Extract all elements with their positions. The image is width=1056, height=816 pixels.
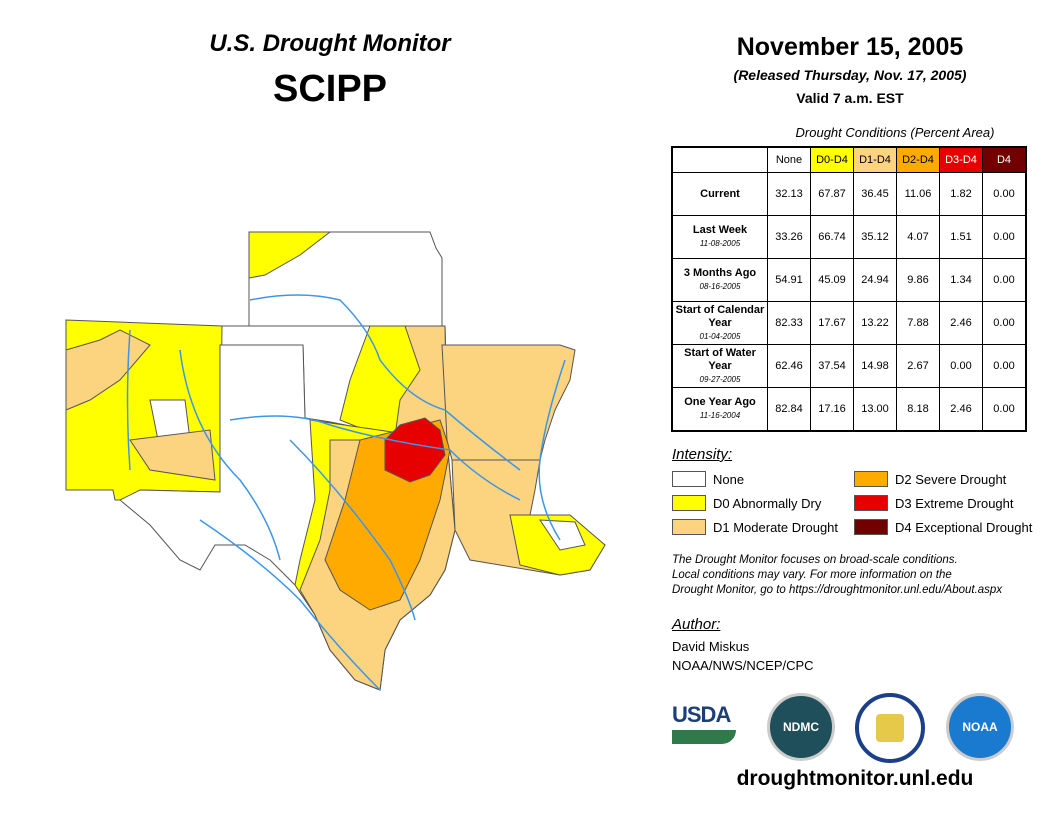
table-cell: 62.46 bbox=[767, 344, 811, 388]
river-arkansas bbox=[249, 294, 521, 471]
louisiana-none bbox=[539, 519, 586, 551]
table-cell: 0.00 bbox=[982, 344, 1027, 388]
ndmc-logo: NDMC bbox=[767, 693, 835, 761]
table-row: Current 32.13 67.87 36.45 11.06 1.82 0.00 bbox=[671, 172, 1027, 216]
row-label: One Year Ago 11-16-2004 bbox=[671, 387, 768, 432]
table-cell: 37.54 bbox=[810, 344, 854, 388]
disclaimer-note: The Drought Monitor focuses on broad-sca… bbox=[672, 554, 1003, 596]
river-brazos bbox=[289, 439, 416, 621]
table-cell: 2.67 bbox=[896, 344, 940, 388]
row-label: 3 Months Ago 08-16-2005 bbox=[671, 258, 768, 302]
nm-d1b bbox=[129, 429, 216, 481]
swatch bbox=[672, 495, 706, 511]
valid-time: Valid 7 a.m. EST bbox=[796, 90, 904, 106]
table-cell: 66.74 bbox=[810, 215, 854, 259]
row-label: Start of Calendar Year 01-04-2005 bbox=[671, 301, 768, 345]
col-header: D2-D4 bbox=[896, 146, 940, 173]
row-label: Current bbox=[671, 172, 768, 216]
table-cell: 11.06 bbox=[896, 172, 940, 216]
state-arkansas bbox=[441, 344, 576, 461]
swatch bbox=[854, 519, 888, 535]
table-row: Last Week 11-08-2005 33.26 66.74 35.12 4.07 1.… bbox=[671, 215, 1027, 259]
table-cell: 24.94 bbox=[853, 258, 897, 302]
table-cell: 17.16 bbox=[810, 387, 854, 432]
table-cell: 0.00 bbox=[982, 258, 1027, 302]
table-cell: 1.51 bbox=[939, 215, 983, 259]
col-header: D1-D4 bbox=[853, 146, 897, 173]
table-cell: 0.00 bbox=[982, 387, 1027, 432]
table-cell: 82.33 bbox=[767, 301, 811, 345]
author-org: NOAA/NWS/NCEP/CPC bbox=[672, 658, 814, 673]
table-cell: 33.26 bbox=[767, 215, 811, 259]
col-header: None bbox=[767, 146, 811, 173]
table-cell: 13.22 bbox=[853, 301, 897, 345]
noaa-logo: NOAA bbox=[946, 693, 1014, 761]
legend-item: D2 Severe Drought bbox=[854, 467, 1032, 491]
river-rio-grande bbox=[126, 329, 381, 691]
table-cell: 8.18 bbox=[896, 387, 940, 432]
legend-item: D1 Moderate Drought bbox=[672, 515, 854, 539]
table-cell: 13.00 bbox=[853, 387, 897, 432]
map-date: November 15, 2005 bbox=[736, 33, 964, 61]
table-cell: 32.13 bbox=[767, 172, 811, 216]
table-cell: 0.00 bbox=[982, 301, 1027, 345]
table-cell: 67.87 bbox=[810, 172, 854, 216]
table-cell: 82.84 bbox=[767, 387, 811, 432]
website-url[interactable]: droughtmonitor.unl.edu bbox=[736, 767, 974, 790]
legend-item: D3 Extreme Drought bbox=[854, 491, 1032, 515]
drought-conditions-table: None D0-D4 D1-D4 D2-D4 D3-D4 D4 Current 3… bbox=[671, 146, 1027, 432]
table-cell: 7.88 bbox=[896, 301, 940, 345]
drought-map bbox=[65, 231, 606, 691]
legend-item: D0 Abnormally Dry bbox=[672, 491, 854, 515]
release-date: (Released Thursday, Nov. 17, 2005) bbox=[733, 67, 967, 83]
table-cell: 4.07 bbox=[896, 215, 940, 259]
table-cell: 0.00 bbox=[982, 215, 1027, 259]
table-cell: 2.46 bbox=[939, 387, 983, 432]
river-mississippi bbox=[538, 359, 566, 541]
table-cell: 0.00 bbox=[939, 344, 983, 388]
region-title: SCIPP bbox=[272, 68, 388, 110]
map-title: U.S. Drought Monitor bbox=[209, 30, 451, 57]
table-row: One Year Ago 11-16-2004 82.84 17.16 13.00 8.1… bbox=[671, 387, 1027, 432]
kansas-d0 bbox=[248, 231, 332, 279]
table-row: 3 Months Ago 08-16-2005 54.91 45.09 24.94 9.8… bbox=[671, 258, 1027, 302]
row-label: Start of Water Year 09-27-2005 bbox=[671, 344, 768, 388]
legend-title: Intensity: bbox=[672, 446, 733, 463]
table-cell: 14.98 bbox=[853, 344, 897, 388]
legend-item: D4 Exceptional Drought bbox=[854, 515, 1032, 539]
swatch bbox=[854, 471, 888, 487]
table-cell: 2.46 bbox=[939, 301, 983, 345]
swatch bbox=[854, 495, 888, 511]
texas-d3 bbox=[384, 417, 446, 483]
table-cell: 9.86 bbox=[896, 258, 940, 302]
table-row: Start of Calendar Year 01-04-2005 82.33 17.… bbox=[671, 301, 1027, 345]
river-pecos bbox=[179, 349, 281, 561]
table-cell: 35.12 bbox=[853, 215, 897, 259]
table-cell: 1.82 bbox=[939, 172, 983, 216]
legend-item: None bbox=[672, 467, 854, 491]
swatch bbox=[672, 519, 706, 535]
table-cell: 45.09 bbox=[810, 258, 854, 302]
row-label: Last Week 11-08-2005 bbox=[671, 215, 768, 259]
author-block: Author: David Miskus NOAA/NWS/NCEP/CPC bbox=[672, 616, 814, 673]
table-cell: 0.00 bbox=[982, 172, 1027, 216]
author-name: David Miskus bbox=[672, 639, 750, 654]
swatch bbox=[672, 471, 706, 487]
col-header: D3-D4 bbox=[939, 146, 983, 173]
table-cell: 36.45 bbox=[853, 172, 897, 216]
rivers bbox=[126, 294, 566, 691]
table-caption: Drought Conditions (Percent Area) bbox=[795, 125, 995, 140]
river-red bbox=[229, 415, 521, 501]
table-cell: 1.34 bbox=[939, 258, 983, 302]
usda-logo: USDA bbox=[672, 702, 736, 748]
col-header: D0-D4 bbox=[810, 146, 854, 173]
doc-seal-logo bbox=[855, 693, 925, 763]
table-row: Start of Water Year 09-27-2005 62.46 37.54 1… bbox=[671, 344, 1027, 388]
col-header: D4 bbox=[982, 146, 1027, 173]
table-cell: 17.67 bbox=[810, 301, 854, 345]
intensity-legend: Intensity: None D0 Abnormally Dry D1 Mod… bbox=[672, 446, 1032, 539]
table-cell: 54.91 bbox=[767, 258, 811, 302]
